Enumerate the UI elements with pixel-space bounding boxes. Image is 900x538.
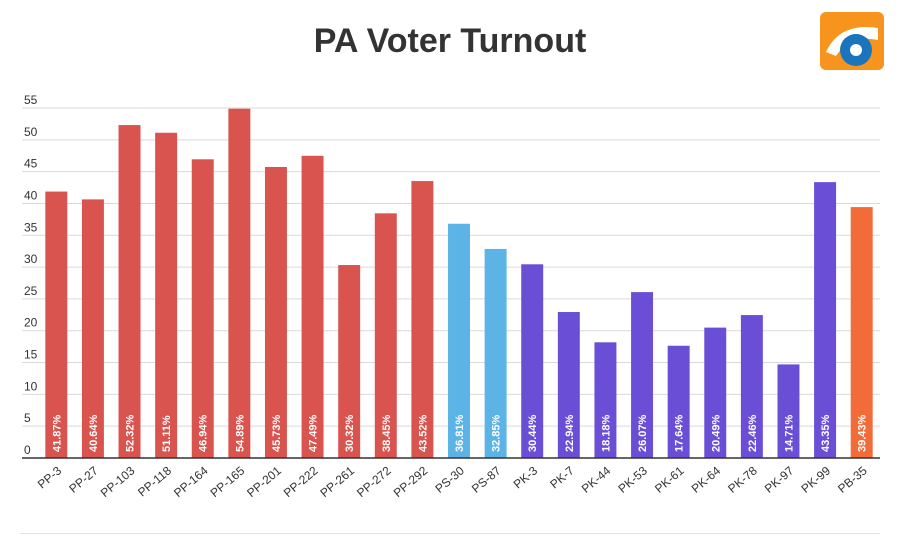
y-tick-label: 15: [24, 348, 38, 362]
x-tick-label: PK-99: [798, 463, 833, 495]
geo-news-logo-icon: [820, 12, 884, 70]
bar-data-label: 41.87%: [51, 414, 63, 452]
bar: [521, 264, 544, 458]
bar-data-label: 22.46%: [747, 414, 759, 452]
bar: [667, 345, 690, 458]
bar: [155, 132, 178, 458]
x-tick-label: PP-165: [208, 463, 248, 500]
bar-data-label: 40.64%: [88, 414, 100, 452]
x-tick-label: PP-201: [244, 463, 284, 500]
bar-data-label: 30.32%: [344, 414, 356, 452]
x-tick-label: PK-97: [762, 463, 797, 495]
y-tick-label: 50: [24, 125, 38, 139]
x-tick-label: PP-3: [35, 463, 65, 491]
bar: [264, 166, 287, 458]
y-tick-label: 5: [24, 411, 31, 425]
bar: [411, 181, 434, 458]
y-tick-label: 20: [24, 316, 38, 330]
x-tick-label: PP-292: [391, 463, 431, 500]
x-tick-label: PS-87: [469, 463, 504, 495]
x-tick-label: PK-64: [689, 463, 724, 495]
x-tick-label: PK-7: [547, 463, 577, 491]
bar-data-label: 39.43%: [857, 414, 869, 452]
page-title: PA Voter Turnout: [313, 22, 587, 60]
bar: [631, 292, 654, 458]
x-tick-label: PP-103: [98, 463, 138, 500]
bar: [228, 108, 251, 458]
bar: [740, 315, 763, 458]
logo-white-dot: [850, 44, 862, 56]
y-tick-label: 55: [24, 93, 38, 107]
x-tick-label: PK-61: [652, 463, 687, 495]
bar-data-label: 51.11%: [161, 415, 173, 452]
bar: [448, 223, 470, 458]
y-tick-label: 0: [24, 443, 31, 457]
bar-data-label: 47.49%: [308, 414, 320, 452]
x-tick-label: PK-78: [725, 463, 760, 495]
bar-data-label: 46.94%: [198, 414, 210, 452]
bar-data-label: 43.35%: [820, 414, 832, 452]
bar-data-label: 38.45%: [381, 414, 393, 452]
bar: [814, 182, 837, 459]
x-tick-label: PP-118: [135, 463, 174, 499]
y-tick-label: 45: [24, 157, 38, 171]
bar-data-label: 17.64%: [674, 414, 686, 452]
bar-data-label: 54.89%: [234, 414, 246, 452]
bar: [45, 191, 68, 458]
bottom-divider: [20, 533, 880, 534]
bar-data-label: 14.71%: [783, 414, 795, 452]
bar: [301, 155, 324, 459]
x-tick-label: PP-222: [281, 463, 321, 500]
bar: [777, 364, 800, 458]
bar: [374, 213, 397, 458]
x-tick-label: PP-164: [171, 463, 211, 500]
x-tick-label: PP-261: [317, 463, 357, 500]
bar-data-label: 18.18%: [600, 414, 612, 452]
bar-data-label: 36.81%: [454, 414, 466, 452]
x-tick-label: PB-35: [835, 463, 870, 495]
bar: [484, 248, 507, 458]
bar: [191, 159, 214, 459]
bar-data-label: 32.85%: [491, 414, 503, 452]
x-tick-label: PK-53: [615, 463, 650, 495]
x-tick-label: PP-272: [354, 463, 394, 500]
bar-data-label: 45.73%: [271, 414, 283, 452]
y-tick-label: 30: [24, 252, 38, 266]
bar: [118, 125, 141, 459]
x-tick-label: PP-27: [66, 463, 101, 495]
x-tick-label: PS-30: [432, 463, 467, 495]
x-tick-label: PK-44: [579, 463, 614, 495]
bar-data-label: 26.07%: [637, 414, 649, 452]
bar: [594, 342, 617, 458]
bar-data-label: 22.94%: [564, 414, 576, 452]
y-tick-label: 40: [24, 188, 38, 202]
bar: [81, 199, 104, 458]
y-tick-label: 10: [24, 379, 38, 393]
bar-data-label: 52.32%: [125, 414, 137, 452]
bar-data-label: 30.44%: [527, 414, 539, 452]
y-tick-label: 25: [24, 284, 38, 298]
x-tick-label: PK-3: [511, 463, 541, 491]
bar: [704, 327, 727, 458]
bar-data-label: 43.52%: [417, 414, 429, 452]
bar: [557, 312, 580, 458]
bar-data-label: 20.49%: [710, 414, 722, 452]
bar: [338, 265, 361, 458]
y-tick-label: 35: [24, 220, 38, 234]
bar: [850, 207, 873, 458]
